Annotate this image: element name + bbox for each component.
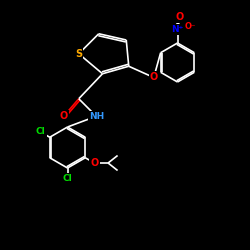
Text: O: O: [90, 158, 98, 168]
Text: Cl: Cl: [36, 128, 46, 136]
Text: N⁺: N⁺: [172, 25, 183, 34]
Text: Cl: Cl: [62, 174, 72, 183]
Text: O: O: [176, 12, 184, 22]
Text: O⁻: O⁻: [185, 22, 196, 31]
Text: S: S: [75, 49, 82, 59]
Text: O: O: [60, 111, 68, 121]
Text: NH: NH: [88, 112, 104, 121]
Text: O: O: [150, 72, 158, 83]
